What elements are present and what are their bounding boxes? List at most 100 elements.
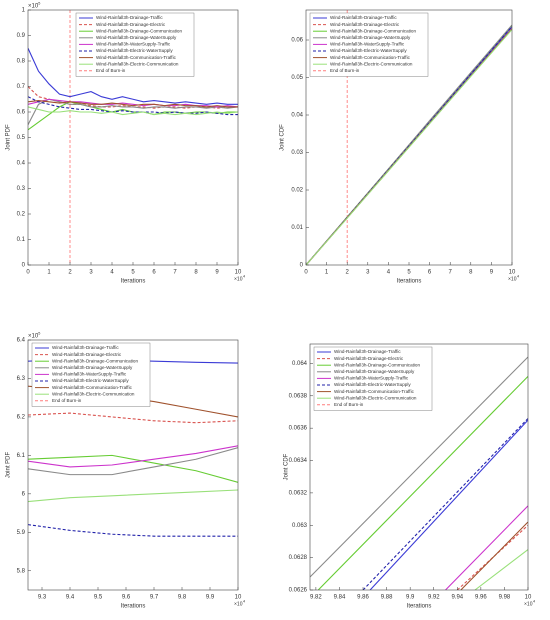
x-tick-label: 9.86 [357,595,369,601]
y-scale-base: ×10 [28,334,39,340]
series-line [28,48,238,105]
legend-label: Wind-Rainfall3h-Electric-WaterSupply [330,48,407,53]
legend-label: Wind-Rainfall3h-Drainage-Electric [330,22,400,27]
legend-label: Wind-Rainfall3h-Communication-Traffic [334,389,415,394]
legend-label: Wind-Rainfall3h-Drainage-WaterSupply [334,369,415,374]
y-tick-label: 0.3 [17,186,26,192]
legend-label: Wind-Rainfall3h-Electric-WaterSupply [96,48,173,53]
y-axis-label: Joint PDF [6,124,12,151]
y-tick-label: 0.7 [17,84,26,90]
axes-box [27,339,239,591]
x-tick-label: 9.92 [428,595,440,601]
legend-label: Wind-Rainfall3h-Drainage-WaterSupply [96,35,177,40]
y-tick-label: 0.0636 [289,426,308,432]
series-line [28,524,238,537]
legend-box [313,346,433,411]
series-line [445,505,528,590]
series-line [369,419,528,590]
x-tick-label: 10 [235,270,242,276]
legend-label: Wind-Rainfall3h-WaterSupply-Traffic [96,42,171,47]
legend-box [31,342,151,407]
legend-label: Wind-Rainfall3h-WaterSupply-Traffic [330,42,405,47]
legend-label: Wind-Rainfall3h-WaterSupply-Traffic [334,376,409,381]
series-line [474,549,528,590]
x-axis-label: Iterations [397,279,422,285]
plot-lines [310,356,528,590]
y-scale-power: -5 [37,332,40,336]
legend-label: End of Burn-in [330,68,360,73]
legend-label: Wind-Rainfall3h-Drainage-Communication [96,28,182,33]
x-axis-label: Iterations [407,604,432,610]
x-tick-label: 9.7 [150,595,159,601]
y-axis-label: Joint PDF [6,451,12,478]
legend-label: Wind-Rainfall3h-Electric-Communication [334,395,417,400]
series-line [460,521,528,590]
series-line [310,356,528,578]
y-tick-label: 0.05 [291,75,303,81]
x-tick-label: 9.98 [499,595,511,601]
y-scale-power: -5 [37,2,40,6]
x-scale-base: ×10 [508,276,517,282]
x-tick-label: 9.88 [381,595,393,601]
series-line [28,412,238,424]
y-tick-label: 6.3 [17,376,26,382]
y-tick-label: 0.03 [291,150,303,156]
legend: Wind-Rainfall3h-Drainage-Traffic Wind-Rai… [309,12,429,77]
plot-lines [28,10,238,265]
y-tick-label: 6.4 [17,338,26,344]
x-scale-base: ×10 [524,601,533,607]
legend-label: Wind-Rainfall3h-Electric-Communication [52,391,135,396]
legend-label: Wind-Rainfall3h-Drainage-Electric [334,356,404,361]
y-tick-label: 0.8 [17,59,26,65]
legend-label: Wind-Rainfall3h-Communication-Traffic [52,385,133,390]
x-tick-label: 10 [235,595,242,601]
legend-label: Wind-Rainfall3h-Electric-WaterSupply [52,378,129,383]
x-scale-base: ×10 [234,276,243,282]
series-line [306,29,512,265]
y-tick-label: 1 [22,8,26,14]
legend-label: End of Burn-in [334,402,364,407]
x-scale-base: ×10 [234,601,243,607]
y-tick-label: 0.064 [292,361,308,367]
x-axis-label: Iterations [121,604,146,610]
y-tick-label: 0.063 [292,523,308,529]
legend-label: Wind-Rainfall3h-Drainage-Communication [334,362,420,367]
x-tick-label: 1 [47,270,51,276]
x-tick-label: 9.94 [451,595,463,601]
legend-label: End of Burn-in [96,68,126,73]
legend-label: Wind-Rainfall3h-Drainage-Communication [52,358,138,363]
y-tick-label: 0.2 [17,212,26,218]
series-line [28,99,238,108]
legend-label: Wind-Rainfall3h-Drainage-Electric [52,352,122,357]
axes-box [309,343,529,591]
y-axis-label: Joint CDF [280,124,286,151]
legend-box [309,12,429,77]
legend-label: End of Burn-in [52,398,82,403]
x-tick-label: 7 [173,270,177,276]
x-axis-label: Iterations [121,279,146,285]
y-tick-label: 0 [22,263,26,269]
y-tick-label: 0.01 [291,225,303,231]
legend-box [75,12,195,77]
y-tick-label: 0.4 [17,161,26,167]
legend-label: Wind-Rainfall3h-Electric-Communication [96,61,179,66]
x-tick-label: 0 [304,270,308,276]
x-tick-label: 5 [131,270,135,276]
series-line [28,445,238,468]
x-tick-label: 2 [346,270,350,276]
x-tick-label: 9 [215,270,219,276]
x-tick-label: 3 [366,270,370,276]
x-scale-power: 4 [533,600,535,604]
x-scale-power: 4 [517,275,519,279]
legend-label: Wind-Rainfall3h-Drainage-Traffic [52,345,119,350]
x-tick-label: 6 [152,270,156,276]
x-tick-label: 0 [26,270,30,276]
y-tick-label: 0.0638 [289,393,308,399]
legend: Wind-Rainfall3h-Drainage-Traffic Wind-Rai… [75,12,195,77]
x-tick-label: 9.9 [406,595,415,601]
x-tick-label: 9.82 [310,595,322,601]
y-tick-label: 0.04 [291,113,303,119]
x-tick-label: 4 [110,270,114,276]
legend-label: Wind-Rainfall3h-Drainage-Communication [330,28,416,33]
